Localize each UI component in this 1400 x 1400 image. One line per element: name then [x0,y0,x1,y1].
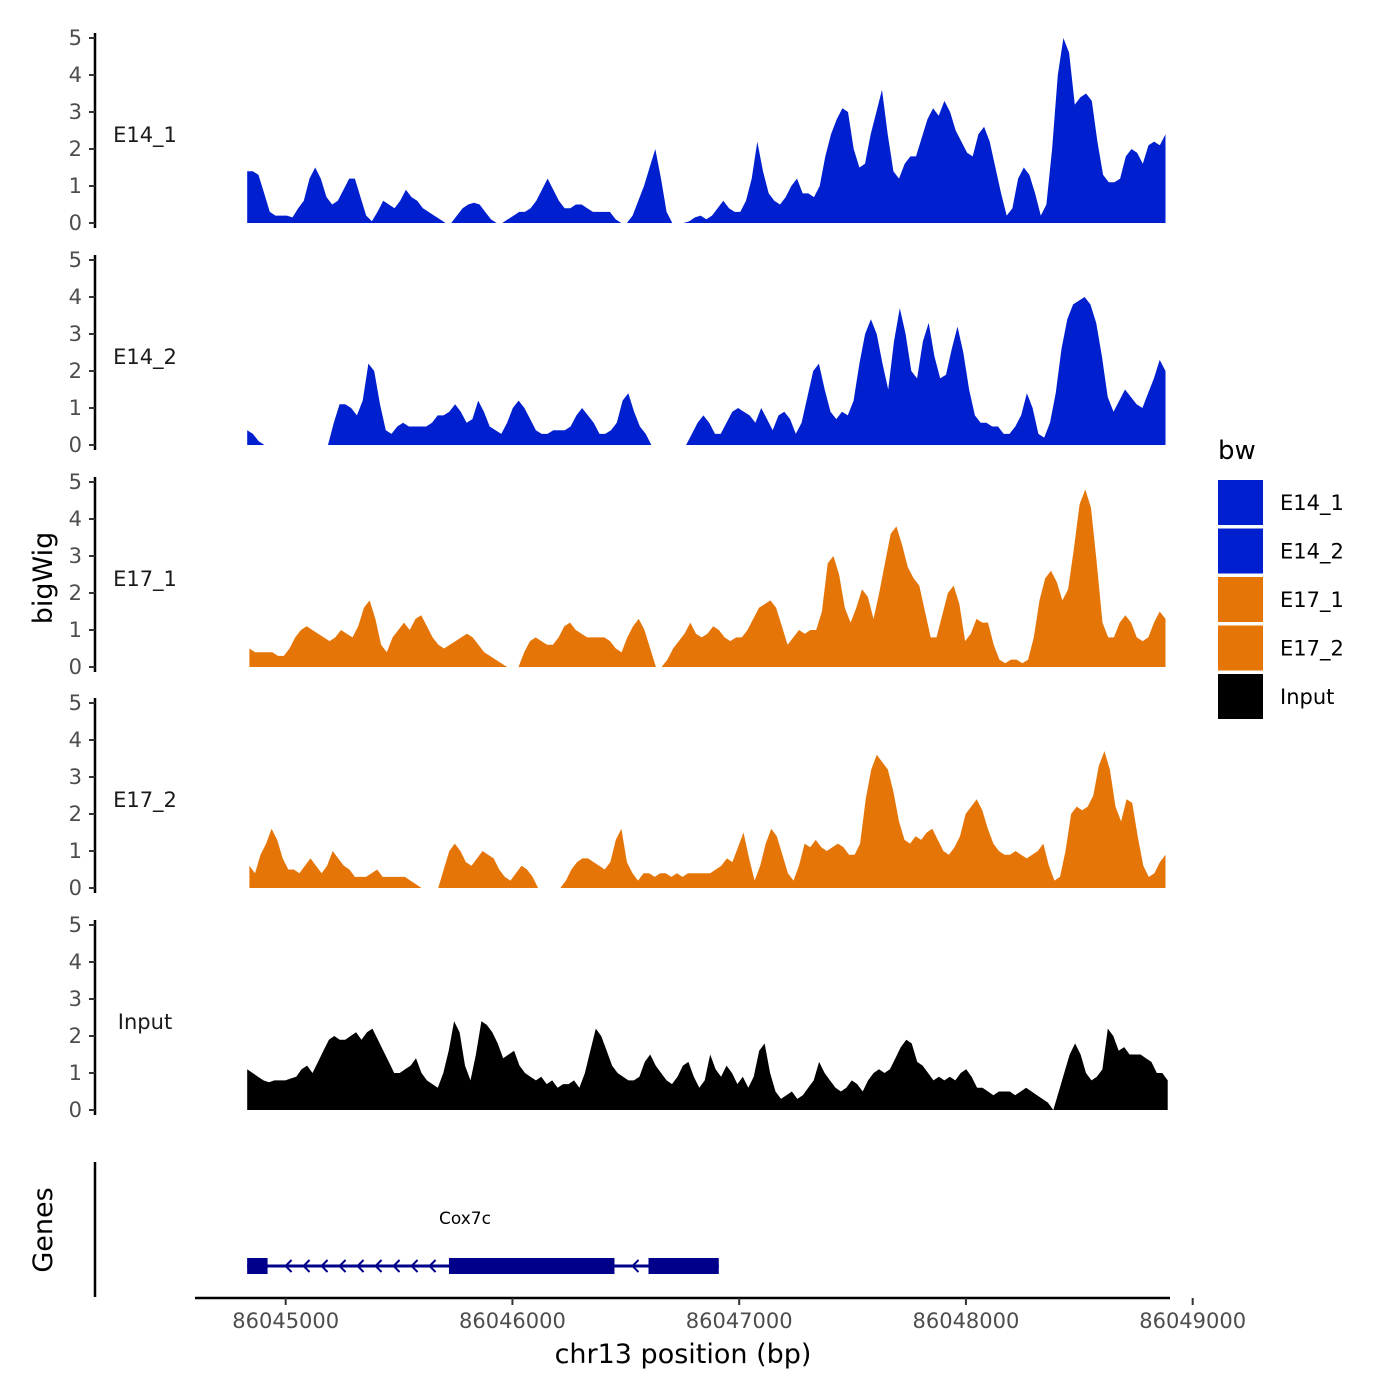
legend-label: Input [1280,685,1334,709]
legend-swatch [1218,577,1263,622]
legend-label: E17_1 [1280,588,1344,613]
x-axis-title: chr13 position (bp) [555,1339,812,1370]
y-axis-title: bigWig [28,532,59,625]
legend-label: E14_1 [1280,491,1344,516]
gene-exon [247,1258,268,1274]
y-tick-label: 2 [69,1024,82,1048]
x-tick-label: 86049000 [1139,1309,1246,1333]
legend: bw E14_1 E14_2 E17_1 E17_2 Input [1218,436,1344,719]
y-tick-label: 1 [69,174,82,198]
y-tick-label: 0 [69,876,82,900]
gene-track: Cox7c [93,1162,719,1297]
legend-label: E14_2 [1280,540,1344,565]
signal-area-input [247,1021,1168,1110]
track-e17-1: 0 1 2 3 4 5 E17_1 [69,470,1166,679]
strand-arrow [631,1259,640,1273]
legend-swatch [1218,528,1263,574]
strand-arrow [428,1259,437,1273]
y-tick-label: 5 [69,913,82,937]
gene-exon [648,1258,719,1274]
y-tick-label: 4 [69,285,82,309]
y-tick-label: 5 [69,470,82,494]
y-tick-label: 1 [69,396,82,420]
strand-arrow [374,1259,383,1273]
strand-arrow [302,1259,311,1273]
strand-arrow [410,1259,419,1273]
gene-track-title: Genes [28,1187,59,1272]
y-tick-label: 0 [69,433,82,457]
y-tick-label: 2 [69,581,82,605]
signal-area-e17-2 [249,751,1166,888]
x-axis: 86045000 86046000 86047000 86048000 86049000 [195,1296,1246,1333]
signal-area-e14-1 [247,38,1166,223]
strand-arrow [356,1259,365,1273]
track-label: E14_1 [113,123,177,148]
y-tick-label: 5 [69,691,82,715]
y-tick-label: 2 [69,137,82,161]
y-tick-label: 1 [69,618,82,642]
y-tick-label: 3 [69,987,82,1011]
track-e14-1: 0 1 2 3 4 5 E14_1 [69,26,1166,235]
track-e17-2: 0 1 2 3 4 5 E17_2 [69,691,1166,900]
y-tick-label: 1 [69,1061,82,1085]
y-tick-label: 4 [69,507,82,531]
legend-label: E17_2 [1280,637,1344,662]
y-tick-label: 2 [69,359,82,383]
y-tick-label: 1 [69,839,82,863]
track-label: E17_1 [113,567,177,592]
strand-arrow [392,1259,401,1273]
track-e14-2: 0 1 2 3 4 5 E14_2 [69,248,1166,457]
y-tick-label: 3 [69,544,82,568]
legend-swatch [1218,674,1263,719]
x-tick-label: 86047000 [686,1309,793,1333]
y-tick-label: 3 [69,765,82,789]
track-label: E17_2 [113,788,177,813]
y-tick-label: 5 [69,26,82,50]
legend-title: bw [1218,436,1256,466]
strand-arrow [284,1259,293,1273]
y-tick-label: 4 [69,63,82,87]
y-tick-label: 3 [69,100,82,124]
y-tick-label: 2 [69,802,82,826]
y-tick-label: 0 [69,655,82,679]
strand-arrow [338,1259,347,1273]
legend-swatch [1218,480,1263,525]
track-label: E14_2 [113,345,177,370]
gene-exon [448,1258,615,1274]
signal-tracks: 0 1 2 3 4 5 E14_1 0 1 2 3 4 5 E14_2 0 1 2 3 4 5 E17_1 0 1 2 3 4 5 E… [69,26,1168,1122]
track-label: Input [118,1010,172,1034]
y-tick-label: 0 [69,1098,82,1122]
signal-area-e14-2 [247,297,1166,445]
gene-name-label: Cox7c [439,1209,491,1229]
x-tick-label: 86048000 [912,1309,1019,1333]
track-input: 0 1 2 3 4 5 Input [69,913,1168,1122]
x-tick-label: 86045000 [232,1309,339,1333]
y-tick-label: 3 [69,322,82,346]
strand-arrow [320,1259,329,1273]
signal-area-e17-1 [249,489,1166,667]
legend-swatch [1218,625,1263,671]
y-tick-label: 4 [69,728,82,752]
y-tick-label: 4 [69,950,82,974]
y-tick-label: 5 [69,248,82,272]
x-tick-label: 86046000 [459,1309,566,1333]
y-tick-label: 0 [69,211,82,235]
